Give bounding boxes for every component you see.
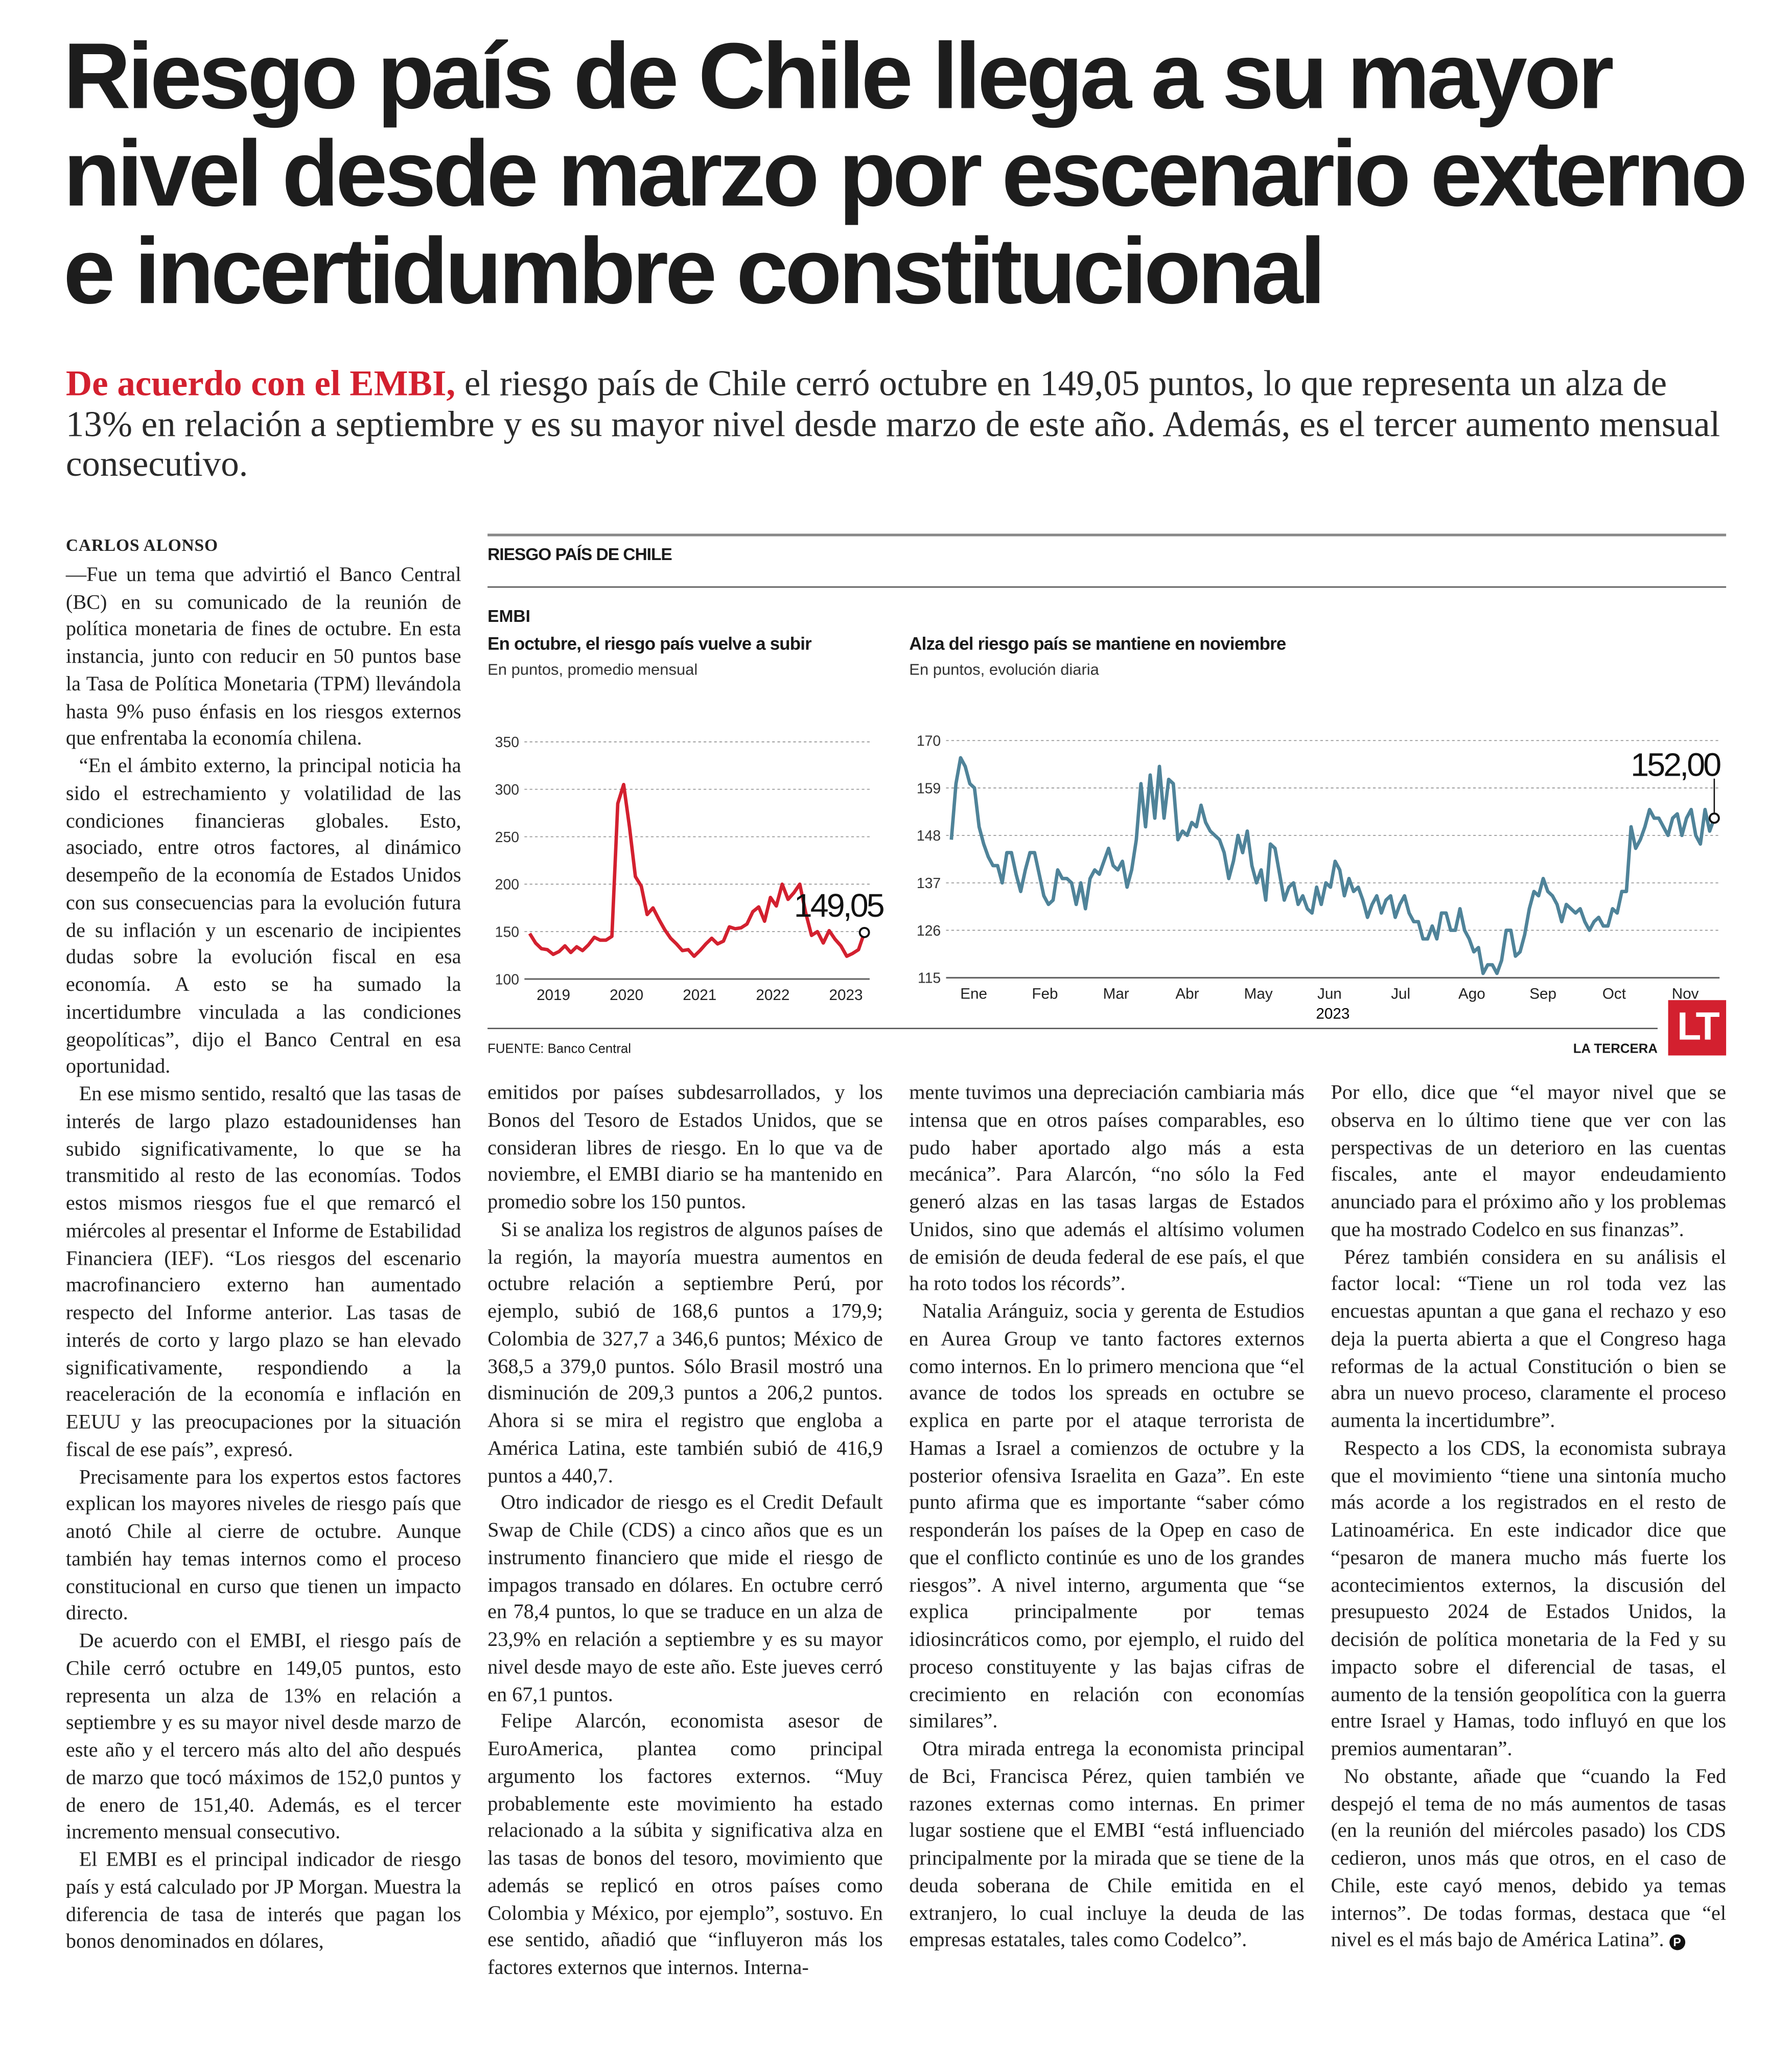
last-value-marker <box>860 928 869 937</box>
last-value-marker <box>1710 813 1719 823</box>
y-tick-label: 126 <box>917 923 941 939</box>
paragraph: mente tuvimos una depreciación cambiaria… <box>909 1081 1305 1299</box>
paragraph: Respecto a los CDS, la economista subray… <box>1331 1436 1726 1764</box>
y-tick-label: 350 <box>495 734 519 751</box>
chart2-subtitle: En puntos, evolución diaria <box>909 660 1099 679</box>
x-tick-label: 2021 <box>683 987 716 1003</box>
x-tick-label: Jul <box>1391 986 1410 1003</box>
paragraph: Felipe Alarcón, economista asesor de Eur… <box>487 1709 883 1983</box>
y-tick-label: 300 <box>495 782 519 798</box>
column-3: mente tuvimos una depreciación cambiaria… <box>909 1081 1305 1956</box>
paragraph: Precisamente para los expertos estos fac… <box>66 1464 461 1629</box>
x-tick-label: 2019 <box>537 987 570 1003</box>
x-tick-label: May <box>1244 986 1273 1003</box>
y-tick-label: 100 <box>495 971 519 988</box>
last-value-annotation: 149,05 <box>794 887 884 924</box>
y-tick-label: 115 <box>918 970 941 987</box>
paragraph: Otro indicador de riesgo es el Credit De… <box>487 1491 883 1709</box>
paragraph: Natalia Aránguiz, socia y gerenta de Est… <box>909 1299 1305 1737</box>
headline: Riesgo país de Chile llega a su mayor ni… <box>63 29 1750 321</box>
headline-line: nivel desde marzo por escenario externo <box>63 127 1750 224</box>
lead-paragraph: De acuerdo con el EMBI, el riesgo país d… <box>66 364 1729 484</box>
x-tick-label: Ene <box>960 986 987 1003</box>
la-tercera-logo: LT <box>1668 1000 1726 1055</box>
y-tick-label: 250 <box>495 829 519 846</box>
paragraph: Si se analiza los registros de algunos p… <box>487 1217 883 1491</box>
end-of-article-icon: P <box>1669 1934 1685 1950</box>
divider <box>487 533 1726 536</box>
x-tick-label: Jun <box>1317 986 1342 1003</box>
y-tick-label: 137 <box>917 875 941 892</box>
infographic-section-title: RIESGO PAÍS DE CHILE <box>487 544 672 564</box>
paragraph: No obstante, añade que “cuando la Fed de… <box>1331 1764 1726 1956</box>
infographic-label: EMBI <box>487 606 530 626</box>
y-tick-label: 170 <box>917 733 941 750</box>
y-tick-label: 159 <box>917 780 941 797</box>
paragraph: Pérez también considera en su análisis e… <box>1331 1245 1726 1436</box>
paragraph: De acuerdo con el EMBI, el riesgo país d… <box>66 1629 461 1847</box>
x-tick-label: 2022 <box>756 987 789 1003</box>
x-axis-label: 2023 <box>1316 1005 1349 1022</box>
headline-line: Riesgo país de Chile llega a su mayor <box>63 29 1750 127</box>
y-tick-label: 200 <box>495 877 519 893</box>
headline-line: e incertidumbre constitucional <box>63 224 1750 321</box>
paragraph: —Fue un tema que advirtió el Banco Centr… <box>66 562 461 754</box>
x-tick-label: Feb <box>1032 986 1058 1003</box>
x-tick-label: Mar <box>1103 986 1129 1003</box>
chart1-monthly-embi: 100 150 200 250 300 350 2019 2020 2021 2022 2023 14… <box>487 692 896 1003</box>
x-tick-label: Abr <box>1175 986 1199 1003</box>
divider <box>487 587 1726 588</box>
y-tick-label: 150 <box>495 924 519 940</box>
data-series-line <box>951 758 1714 973</box>
x-tick-label: Oct <box>1602 986 1626 1003</box>
column-4: Por ello, dice que “el mayor nivel que s… <box>1331 1081 1726 1956</box>
chart1-title: En octubre, el riesgo país vuelve a subi… <box>487 634 811 654</box>
paragraph: “En el ámbito externo, la principal noti… <box>66 754 461 1082</box>
column-2: emitidos por países subdesarrollados, y … <box>487 1081 883 1983</box>
author-byline: CARLOS ALONSO <box>66 532 461 560</box>
paragraph: emitidos por países subdesarrollados, y … <box>487 1081 883 1218</box>
paragraph: En ese mismo sentido, resaltó que las ta… <box>66 1082 461 1464</box>
last-value-annotation: 152,00 <box>1631 747 1720 783</box>
lead-kicker: De acuerdo con el EMBI, <box>66 362 455 403</box>
x-tick-label: 2020 <box>610 987 643 1003</box>
data-series-line <box>530 784 865 956</box>
source-note: FUENTE: Banco Central <box>487 1042 631 1057</box>
y-tick-label: 148 <box>917 828 941 844</box>
paragraph: Otra mirada entrega la economista princi… <box>909 1737 1305 1956</box>
x-tick-label: Sep <box>1529 986 1556 1003</box>
brand-name: LA TERCERA <box>1573 1042 1658 1057</box>
paragraph: El EMBI es el principal indicador de rie… <box>66 1847 461 1957</box>
divider <box>487 1028 1658 1029</box>
x-tick-label: 2023 <box>829 987 863 1003</box>
infographic: RIESGO PAÍS DE CHILE EMBI En octubre, el… <box>487 533 1726 1060</box>
paragraph: Por ello, dice que “el mayor nivel que s… <box>1331 1081 1726 1245</box>
chart2-title: Alza del riesgo país se mantiene en novi… <box>909 634 1286 654</box>
chart1-subtitle: En puntos, promedio mensual <box>487 660 697 679</box>
x-tick-label: Ago <box>1458 986 1485 1003</box>
column-1: CARLOS ALONSO —Fue un tema que advirtió … <box>66 532 461 1957</box>
chart2-daily-embi: 115 126 137 148 159 170 Ene Feb Mar Abr May Jun Jul A… <box>896 692 1727 1024</box>
